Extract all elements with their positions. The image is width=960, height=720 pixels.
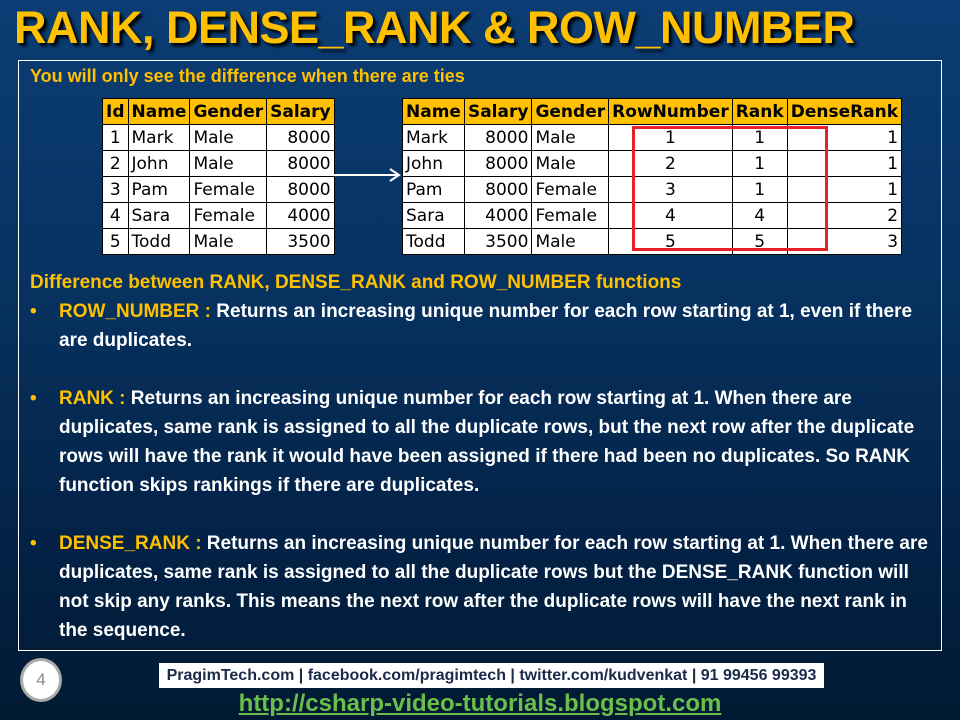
table-cell: 2 xyxy=(608,150,733,177)
table-cell: Pam xyxy=(127,176,191,203)
column-header: Rank xyxy=(731,98,788,125)
table-cell: Todd xyxy=(402,228,465,255)
table-cell: 8000 xyxy=(266,124,335,151)
column-header: Name xyxy=(127,98,191,125)
table-cell: Pam xyxy=(402,176,465,203)
table-row: 2 John Male 8000 xyxy=(102,150,335,177)
table-cell: Female xyxy=(531,176,610,203)
table-cell: Male xyxy=(531,228,610,255)
bullet-term: DENSE_RANK : xyxy=(59,533,202,554)
highlight-box xyxy=(632,126,828,251)
table-row: 1 Mark Male 8000 xyxy=(102,124,335,151)
header-row: Id Name Gender Salary xyxy=(102,98,335,125)
table-cell: Male xyxy=(531,150,610,177)
table-cell: 1 xyxy=(102,124,129,151)
table-cell: 4 xyxy=(102,202,129,229)
bullet-item: • ROW_NUMBER : Returns an increasing uniq… xyxy=(30,297,940,355)
bullet-term: RANK : xyxy=(59,388,126,409)
result-table: Name Salary Gender RowNumber Rank DenseRank Ma… xyxy=(402,98,903,255)
table-cell: Female xyxy=(531,202,610,229)
table-cell: 8000 xyxy=(463,176,533,203)
slide-title: RANK, DENSE_RANK & ROW_NUMBER xyxy=(14,2,855,53)
source-table: Id Name Gender Salary 1 Mark Male 8000 2 John Male… xyxy=(102,98,335,255)
table-cell: 5 xyxy=(102,228,129,255)
explanation: Difference between RANK, DENSE_RANK and … xyxy=(30,268,940,674)
table-cell: Sara xyxy=(127,202,191,229)
column-header: Gender xyxy=(531,98,610,125)
table-cell: 1 xyxy=(731,176,788,203)
table-cell: Female xyxy=(189,202,268,229)
table-cell: John xyxy=(127,150,191,177)
column-header: Salary xyxy=(463,98,533,125)
table-cell: 8000 xyxy=(266,150,335,177)
table-cell: Male xyxy=(189,228,268,255)
table-cell: Sara xyxy=(402,202,465,229)
column-header: Id xyxy=(102,98,129,125)
bullet-text: Returns an increasing unique number for … xyxy=(59,301,913,351)
table-cell: Female xyxy=(189,176,268,203)
bullet-text: Returns an increasing unique number for … xyxy=(59,533,928,641)
table-cell: 1 xyxy=(731,150,788,177)
table-cell: 3500 xyxy=(463,228,533,255)
table-cell: 4 xyxy=(731,202,788,229)
column-header: DenseRank xyxy=(786,98,903,125)
table-cell: 8000 xyxy=(266,176,335,203)
table-row: 5 Todd Male 3500 xyxy=(102,228,335,255)
column-header: RowNumber xyxy=(608,98,733,125)
table-cell: Mark xyxy=(127,124,191,151)
bullet-item: • DENSE_RANK : Returns an increasing uniq… xyxy=(30,529,940,645)
table-cell: Male xyxy=(189,150,268,177)
table-cell: 8000 xyxy=(463,124,533,151)
arrow-icon xyxy=(328,168,401,182)
table-cell: 3 xyxy=(102,176,129,203)
table-cell: 4000 xyxy=(266,202,335,229)
bullet-icon: • xyxy=(30,533,37,554)
table-row: 4 Sara Female 4000 xyxy=(102,202,335,229)
table-cell: Male xyxy=(531,124,610,151)
table-row: 3 Pam Female 8000 xyxy=(102,176,335,203)
bullet-item: • RANK : Returns an increasing unique num… xyxy=(30,384,940,500)
table-cell: 8000 xyxy=(463,150,533,177)
bullet-icon: • xyxy=(30,301,37,322)
bullet-icon: • xyxy=(30,388,37,409)
bullet-text: Returns an increasing unique number for … xyxy=(59,388,915,496)
column-header: Salary xyxy=(266,98,335,125)
table-cell: 3500 xyxy=(266,228,335,255)
table-cell: 4000 xyxy=(463,202,533,229)
page-number: 4 xyxy=(20,658,62,702)
table-cell: Mark xyxy=(402,124,465,151)
header-row: Name Salary Gender RowNumber Rank DenseRank xyxy=(402,98,903,125)
column-header: Gender xyxy=(189,98,268,125)
footer-contacts: PragimTech.com | facebook.com/pragimtech… xyxy=(159,663,824,688)
bullet-term: ROW_NUMBER : xyxy=(59,301,211,322)
blog-link[interactable]: http://csharp-video-tutorials.blogspot.c… xyxy=(238,690,722,717)
table-cell: Todd xyxy=(127,228,191,255)
table-cell: John xyxy=(402,150,465,177)
content-frame xyxy=(18,60,942,651)
table-cell: Male xyxy=(189,124,268,151)
column-header: Name xyxy=(402,98,465,125)
subtitle: You will only see the difference when th… xyxy=(30,66,465,86)
table-row: Sara 4000 Female 4 4 2 xyxy=(402,202,903,229)
section-heading: Difference between RANK, DENSE_RANK and … xyxy=(30,272,682,293)
table-cell: 2 xyxy=(102,150,129,177)
